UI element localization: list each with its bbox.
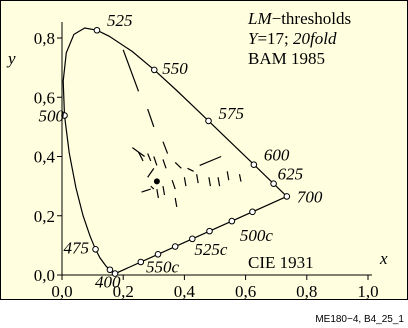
legend-line: LM−thresholds bbox=[247, 9, 351, 28]
legend-run: =17; bbox=[257, 29, 293, 48]
legend-run: 20fold bbox=[293, 29, 337, 48]
purple-line bbox=[115, 195, 288, 275]
locus-marker bbox=[249, 208, 256, 216]
threshold-segment bbox=[217, 177, 221, 187]
legend-run: Y bbox=[248, 29, 259, 48]
y-tick-label: 0,8 bbox=[34, 29, 55, 48]
marker-label: 700 bbox=[297, 187, 323, 206]
y-axis-label: y bbox=[6, 49, 16, 68]
threshold-segment bbox=[153, 156, 158, 166]
threshold-segment bbox=[196, 174, 199, 184]
system-label: CIE 1931 bbox=[248, 253, 314, 272]
marker-label: 550 bbox=[162, 59, 188, 78]
x-tick-label: 0,4 bbox=[174, 282, 196, 301]
marker-label: 400 bbox=[95, 273, 121, 292]
legend-run: LM bbox=[247, 9, 272, 28]
locus-marker bbox=[111, 270, 119, 277]
threshold-segment bbox=[147, 153, 152, 162]
threshold-segment bbox=[187, 167, 194, 172]
marker-label: 625 bbox=[278, 165, 304, 184]
locus-marker bbox=[150, 66, 158, 74]
locus-marker bbox=[189, 235, 196, 243]
x-axis-label: x bbox=[379, 249, 388, 268]
y-tick-label: 0,2 bbox=[34, 207, 55, 226]
locus-marker bbox=[92, 245, 99, 253]
threshold-segment bbox=[199, 155, 222, 166]
locus-marker bbox=[205, 117, 212, 125]
threshold-segment bbox=[137, 151, 144, 162]
marker-label: 600 bbox=[264, 146, 290, 165]
x-tick-label: 0,8 bbox=[296, 282, 317, 301]
threshold-segment bbox=[162, 186, 166, 196]
threshold-segment bbox=[208, 177, 212, 187]
x-tick-label: 1,0 bbox=[357, 282, 378, 301]
locus-marker bbox=[106, 266, 114, 274]
legend-line: BAM 1985 bbox=[248, 49, 325, 68]
y-tick-label: 0,6 bbox=[34, 88, 55, 107]
y-tick-label: 0,4 bbox=[34, 148, 56, 167]
marker-label: 500 bbox=[39, 106, 65, 125]
threshold-segment bbox=[183, 177, 187, 187]
marker-label: 525c bbox=[194, 240, 228, 259]
threshold-segment bbox=[147, 108, 155, 128]
legend-run: BAM 1985 bbox=[248, 49, 325, 68]
reference-point bbox=[153, 178, 160, 185]
threshold-segment bbox=[174, 197, 178, 207]
threshold-segment bbox=[174, 161, 182, 169]
locus-marker bbox=[137, 258, 145, 266]
locus-marker bbox=[61, 112, 68, 119]
marker-label: 475 bbox=[64, 238, 89, 257]
threshold-segment bbox=[226, 171, 230, 181]
locus-marker bbox=[250, 161, 258, 168]
spectral-locus bbox=[62, 27, 288, 275]
threshold-segment bbox=[171, 180, 176, 190]
x-tick-label: 0,0 bbox=[51, 282, 72, 301]
locus-marker bbox=[154, 250, 162, 258]
legend-line: Y=17; 20fold bbox=[248, 29, 337, 48]
marker-label: 575 bbox=[219, 104, 245, 123]
marker-label: 500c bbox=[240, 226, 274, 245]
threshold-segment bbox=[147, 168, 155, 178]
locus-marker bbox=[171, 243, 179, 250]
marker-label: 550c bbox=[146, 257, 180, 276]
y-tick-label: 0,0 bbox=[34, 266, 55, 285]
locus-marker bbox=[206, 227, 213, 235]
threshold-segment bbox=[150, 185, 155, 190]
footer: ME180−4, B4_25_1 bbox=[315, 314, 404, 325]
threshold-segment bbox=[141, 188, 151, 193]
threshold-segment bbox=[156, 188, 159, 199]
x-tick-label: 0,2 bbox=[113, 282, 134, 301]
locus-marker bbox=[283, 193, 291, 200]
threshold-segment bbox=[162, 159, 167, 169]
marker-label: 525 bbox=[107, 11, 132, 30]
threshold-segment bbox=[238, 174, 242, 182]
threshold-segment bbox=[122, 49, 140, 92]
threshold-segment bbox=[162, 141, 169, 154]
locus-marker bbox=[270, 180, 277, 187]
locus-marker bbox=[228, 217, 236, 225]
locus-marker bbox=[93, 26, 101, 34]
legend-run: −thresholds bbox=[272, 9, 351, 28]
x-tick-label: 0,6 bbox=[235, 282, 256, 301]
